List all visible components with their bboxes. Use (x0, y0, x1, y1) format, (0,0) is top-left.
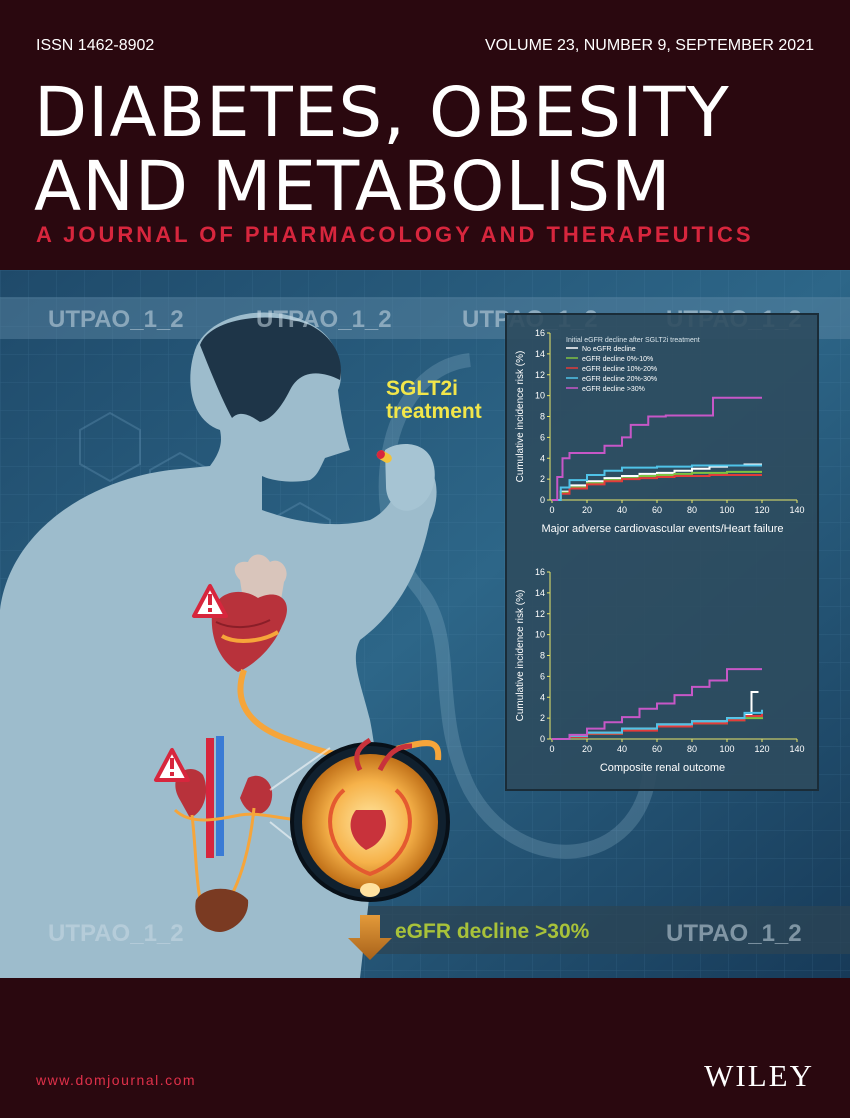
journal-title-line1: DIABETES, OBESITY (34, 73, 730, 153)
y-tick-label: 12 (535, 370, 545, 380)
x-tick-label: 80 (687, 744, 697, 754)
x-axis-label: Composite renal outcome (600, 762, 725, 774)
chart-panel (505, 313, 819, 791)
down-arrow-icon (348, 915, 392, 960)
x-tick-label: 100 (719, 744, 734, 754)
y-tick-label: 4 (540, 692, 545, 702)
journal-title-line2: AND METABOLISM (34, 147, 672, 227)
watermark: UTPAO_1_2 (666, 920, 802, 947)
watermark: UTPAO_1_2 (48, 920, 184, 947)
journal-website[interactable]: www.domjournal.com (36, 1072, 197, 1088)
legend-entry: No eGFR decline (582, 346, 636, 353)
x-tick-label: 20 (582, 744, 592, 754)
series-line (552, 473, 762, 501)
y-tick-label: 14 (535, 349, 545, 359)
x-tick-label: 20 (582, 505, 592, 515)
x-axis-label: Major adverse cardiovascular events/Hear… (541, 523, 783, 535)
heart-illustration (211, 554, 287, 672)
y-tick-label: 0 (540, 734, 545, 744)
legend-entry: eGFR decline 10%-20% (582, 366, 657, 373)
series-line (552, 668, 762, 740)
cover-artwork: SGLT2i treatment (0, 270, 850, 978)
legend-entry: eGFR decline >30% (582, 386, 645, 393)
treatment-label-line1: SGLT2i (386, 377, 458, 400)
volume-info: VOLUME 23, NUMBER 9, SEPTEMBER 2021 (485, 37, 814, 54)
decline-label: eGFR decline >30% (395, 920, 590, 943)
warning-icon (192, 584, 228, 618)
blood-vessel (237, 669, 442, 761)
y-axis-label: Cumulative incidence risk (%) (515, 351, 526, 483)
y-tick-label: 4 (540, 453, 545, 463)
background-kidney-outline (378, 353, 657, 859)
series-line (552, 396, 762, 501)
publisher-logo: WILEY (704, 1058, 814, 1093)
y-tick-label: 12 (535, 609, 545, 619)
x-tick-label: 140 (789, 505, 804, 515)
x-tick-label: 0 (549, 505, 554, 515)
series-line (552, 463, 762, 501)
y-tick-label: 2 (540, 474, 545, 484)
x-tick-label: 80 (687, 505, 697, 515)
y-tick-label: 10 (535, 391, 545, 401)
pill-icon (376, 450, 392, 463)
x-tick-label: 140 (789, 744, 804, 754)
y-tick-label: 10 (535, 630, 545, 640)
x-tick-label: 40 (617, 744, 627, 754)
x-tick-label: 120 (754, 505, 769, 515)
watermark: UTPAO_1_2 (256, 306, 392, 333)
x-tick-label: 100 (719, 505, 734, 515)
x-tick-label: 60 (652, 744, 662, 754)
legend-entry: eGFR decline 20%-30% (582, 376, 657, 383)
warning-icon (154, 748, 190, 782)
y-axis-label: Cumulative incidence risk (%) (515, 590, 526, 722)
treatment-label-line2: treatment (386, 400, 482, 423)
y-tick-label: 16 (535, 328, 545, 338)
x-tick-label: 40 (617, 505, 627, 515)
hand (385, 444, 435, 511)
y-tick-label: 0 (540, 495, 545, 505)
y-tick-label: 16 (535, 567, 545, 577)
issn: ISSN 1462-8902 (36, 37, 155, 54)
series-line (552, 709, 763, 740)
y-tick-label: 2 (540, 713, 545, 723)
x-tick-label: 60 (652, 505, 662, 515)
legend-title: Initial eGFR decline after SGLT2i treatm… (566, 337, 700, 344)
legend-entry: eGFR decline 0%-10% (582, 356, 653, 363)
y-tick-label: 6 (540, 671, 545, 681)
journal-subtitle: A JOURNAL OF PHARMACOLOGY AND THERAPEUTI… (36, 222, 754, 247)
y-tick-label: 6 (540, 432, 545, 442)
series-line (552, 464, 762, 501)
watermark: UTPAO_1_2 (48, 306, 184, 333)
y-tick-label: 14 (535, 588, 545, 598)
x-tick-label: 0 (549, 744, 554, 754)
glomerulus-illustration (290, 737, 450, 902)
y-tick-label: 8 (540, 651, 545, 661)
y-tick-label: 8 (540, 412, 545, 422)
x-tick-label: 120 (754, 744, 769, 754)
